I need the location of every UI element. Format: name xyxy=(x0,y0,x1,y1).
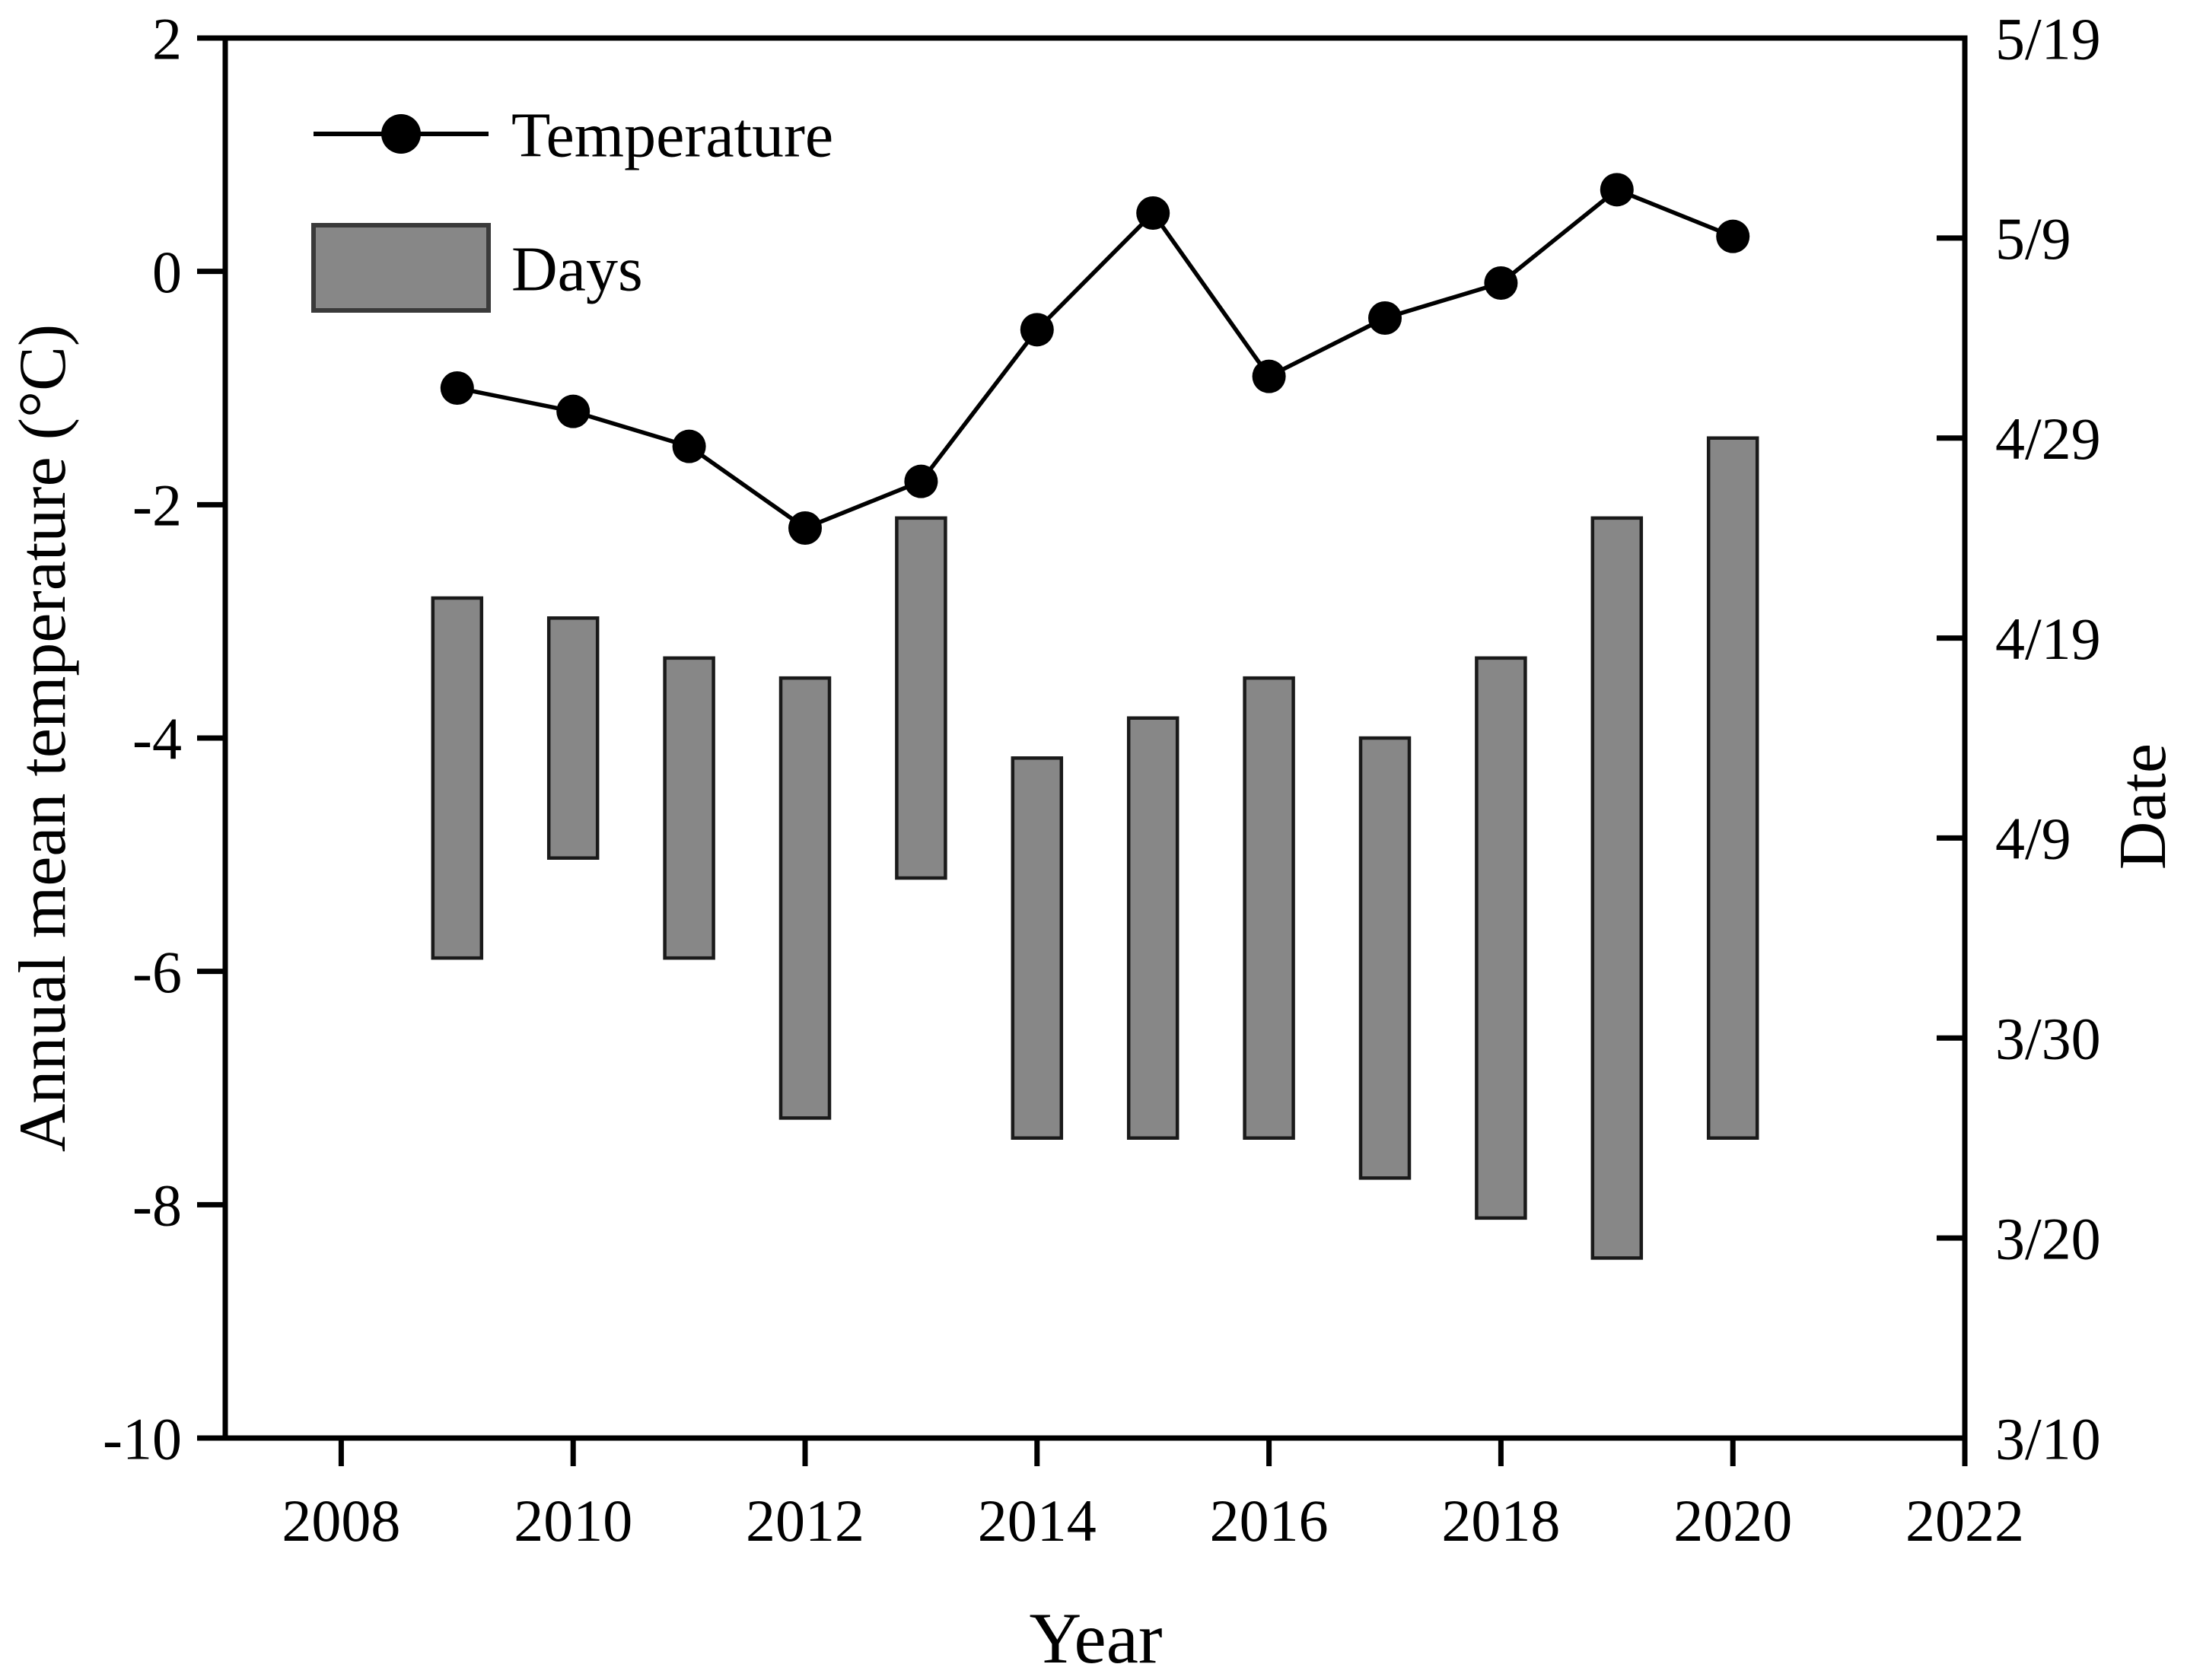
days-bar-2010 xyxy=(546,616,600,860)
days-bar-2015 xyxy=(1126,716,1179,1140)
right-y-tick-label: 4/9 xyxy=(1995,806,2071,872)
x-tick-label: 2022 xyxy=(1905,1488,2024,1554)
temperature-point-2015 xyxy=(1136,196,1170,230)
x-tick-label: 2008 xyxy=(282,1488,400,1554)
days-bar-2020 xyxy=(1706,436,1759,1140)
right-y-tick-label: 4/19 xyxy=(1995,606,2101,672)
temperature-point-2009 xyxy=(440,371,474,405)
temperature-point-2013 xyxy=(904,464,938,498)
x-tick-label: 2014 xyxy=(978,1488,1097,1554)
right-y-axis-title: Date xyxy=(2106,743,2180,870)
temperature-line xyxy=(457,187,1734,531)
right-y-tick-label: 3/10 xyxy=(1995,1405,2101,1472)
days-bar-2018 xyxy=(1475,656,1527,1220)
left-y-tick-label: -4 xyxy=(132,705,182,772)
right-y-tick-label: 3/20 xyxy=(1995,1205,2101,1271)
days-bar-2011 xyxy=(663,656,715,960)
legend-days-label: Days xyxy=(511,234,643,304)
legend-days-swatch-icon xyxy=(311,223,491,313)
days-bar-2016 xyxy=(1243,676,1295,1140)
temperature-point-2014 xyxy=(1020,313,1054,347)
x-tick-label: 2016 xyxy=(1210,1488,1329,1554)
right-y-tick-label: 5/9 xyxy=(1995,205,2071,272)
temperature-point-2012 xyxy=(788,511,822,545)
left-y-tick-label: -2 xyxy=(132,473,182,539)
right-y-tick-label: 3/30 xyxy=(1995,1006,2101,1072)
right-y-tick-label: 5/19 xyxy=(1995,5,2101,72)
left-y-tick-label: -6 xyxy=(132,939,182,1005)
days-bar-2009 xyxy=(431,596,484,960)
temperature-point-2016 xyxy=(1252,359,1286,393)
days-bar-2012 xyxy=(778,676,832,1120)
temperature-point-2019 xyxy=(1600,173,1634,207)
temperature-point-2017 xyxy=(1368,301,1402,335)
x-tick-label: 2018 xyxy=(1441,1488,1560,1554)
days-bar-2013 xyxy=(895,516,947,880)
temperature-point-2010 xyxy=(556,394,591,428)
days-bar-2019 xyxy=(1590,516,1644,1260)
right-y-tick-label: 4/29 xyxy=(1995,406,2101,472)
x-tick-label: 2020 xyxy=(1673,1488,1792,1554)
x-axis-title: Year xyxy=(1029,1598,1162,1678)
left-y-tick-label: 0 xyxy=(152,239,182,305)
days-bar-2017 xyxy=(1358,736,1412,1180)
temperature-point-2020 xyxy=(1716,219,1750,253)
temperature-point-2011 xyxy=(672,429,706,463)
x-tick-label: 2010 xyxy=(514,1488,632,1554)
temperature-point-2018 xyxy=(1484,266,1518,300)
days-bar-2014 xyxy=(1011,756,1064,1140)
plot-frame xyxy=(222,35,1968,1441)
x-tick-label: 2012 xyxy=(746,1488,864,1554)
left-y-tick-label: -8 xyxy=(132,1172,182,1239)
legend-temperature-marker-icon xyxy=(381,114,421,154)
legend: Temperature Days xyxy=(311,100,833,313)
legend-temperature-label: Temperature xyxy=(511,100,833,170)
left-y-tick-label: 2 xyxy=(152,5,182,72)
left-y-axis-title: Annual mean temperature (°C) xyxy=(6,324,80,1152)
left-y-tick-label: -10 xyxy=(103,1405,182,1472)
